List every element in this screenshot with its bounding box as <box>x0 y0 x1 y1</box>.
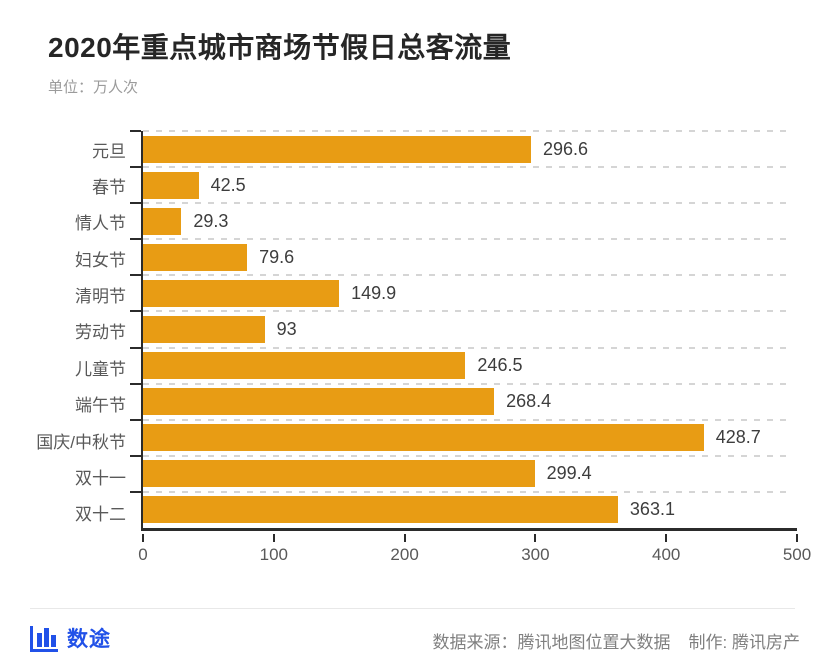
bar-value-label: 79.6 <box>259 246 295 267</box>
bar <box>143 171 199 199</box>
category-label: 双十二 <box>75 505 126 525</box>
x-axis-tick <box>796 534 798 542</box>
bar-value-label: 428.7 <box>715 427 761 448</box>
y-axis-tick <box>130 274 141 277</box>
bar-row: 29.3 <box>130 202 797 239</box>
category-label: 妇女节 <box>75 250 126 270</box>
bar <box>143 460 535 488</box>
bar-row: 363.1 <box>130 490 797 528</box>
y-axis-tick <box>130 166 141 169</box>
footer-credits: 数据来源：腾讯地图位置大数据 制作: 腾讯房产 <box>433 628 800 653</box>
x-axis: 0 100 200 300 400 500 <box>138 534 811 574</box>
chart-unit-label: 单位：万人次 <box>48 79 139 96</box>
x-axis-tick <box>534 534 537 542</box>
bar-value-label: 363.1 <box>629 499 675 520</box>
gridline <box>143 202 793 205</box>
brand-name: 数途 <box>67 628 111 651</box>
x-axis-tick-label: 200 <box>390 545 419 564</box>
x-axis-tick-label: 300 <box>521 545 550 564</box>
chart-title: 2020年重点城市商场节假日总客流量 <box>48 32 512 63</box>
gridline <box>143 382 793 385</box>
y-axis-tick <box>130 346 141 349</box>
bar-value-label: 93 <box>276 319 297 340</box>
category-label: 春节 <box>92 178 126 198</box>
bar-row: 428.7 <box>130 418 797 456</box>
y-axis-tick <box>130 238 141 241</box>
x-axis-tick-label: 100 <box>259 545 288 564</box>
footer-divider <box>30 608 795 609</box>
bar <box>143 316 265 344</box>
bar <box>143 388 495 416</box>
bar-chart-icon <box>30 625 58 652</box>
gridline <box>143 274 793 277</box>
y-axis-tick <box>130 310 141 313</box>
category-labels: 元旦春节情人节妇女节清明节劳动节儿童节端午节国庆/中秋节双十一双十二 <box>0 131 134 531</box>
y-axis-tick <box>130 202 141 205</box>
category-label: 儿童节 <box>75 359 126 379</box>
x-axis-tick <box>142 534 144 542</box>
bar-value-label: 246.5 <box>477 355 523 376</box>
category-label: 端午节 <box>75 396 126 416</box>
y-axis-tick <box>130 418 141 421</box>
category-label: 国庆/中秋节 <box>36 432 126 452</box>
gridline <box>143 310 793 313</box>
category-label: 元旦 <box>92 141 126 161</box>
category-label: 清明节 <box>75 287 126 307</box>
brand-logo: 数途 <box>30 623 111 653</box>
bar-value-label: 29.3 <box>193 210 229 231</box>
data-source-label: 数据来源：腾讯地图位置大数据 <box>432 633 671 652</box>
y-axis-tick <box>130 130 141 132</box>
gridline <box>143 238 793 241</box>
bar <box>143 207 182 235</box>
bar-row: 149.9 <box>130 274 797 311</box>
y-axis-tick <box>130 490 141 493</box>
bar-row: 79.6 <box>130 238 797 275</box>
maker-label: 制作: 腾讯房产 <box>688 633 800 652</box>
x-axis-tick-label: 400 <box>652 545 681 564</box>
x-axis-tick-label: 0 <box>138 545 148 564</box>
bar-row: 268.4 <box>130 382 797 420</box>
gridline <box>143 418 793 421</box>
bar <box>143 135 531 163</box>
x-axis-tick <box>272 534 275 542</box>
category-label: 劳动节 <box>75 323 126 343</box>
plot-area: 296.6 42.5 29.3 79.6 149.9 93 246.5 268.4 428.7 2… <box>130 130 797 531</box>
bar-row: 296.6 <box>130 130 797 167</box>
gridline <box>143 454 793 457</box>
bar-value-label: 42.5 <box>210 174 246 195</box>
bar <box>143 424 704 452</box>
bar-row: 299.4 <box>130 454 797 492</box>
bar <box>143 352 466 380</box>
bar-value-label: 299.4 <box>546 463 592 484</box>
bar <box>143 243 248 271</box>
bar-value-label: 296.6 <box>542 138 588 159</box>
x-axis-tick <box>665 534 668 542</box>
x-axis-tick <box>403 534 406 542</box>
bar <box>143 496 618 524</box>
gridline <box>143 166 793 169</box>
category-label: 情人节 <box>75 214 126 234</box>
bar-row: 93 <box>130 310 797 347</box>
bar-row: 42.5 <box>130 166 797 203</box>
x-axis-tick-label: 500 <box>782 545 812 564</box>
gridline <box>143 490 793 493</box>
bar-row: 246.5 <box>130 346 797 384</box>
bar <box>143 279 340 307</box>
bar-value-label: 149.9 <box>351 282 397 303</box>
gridline <box>143 130 793 132</box>
y-axis-tick <box>130 454 141 457</box>
bar-value-label: 268.4 <box>506 391 552 412</box>
y-axis-tick <box>130 382 141 385</box>
category-label: 双十一 <box>75 468 126 488</box>
gridline <box>143 346 793 349</box>
